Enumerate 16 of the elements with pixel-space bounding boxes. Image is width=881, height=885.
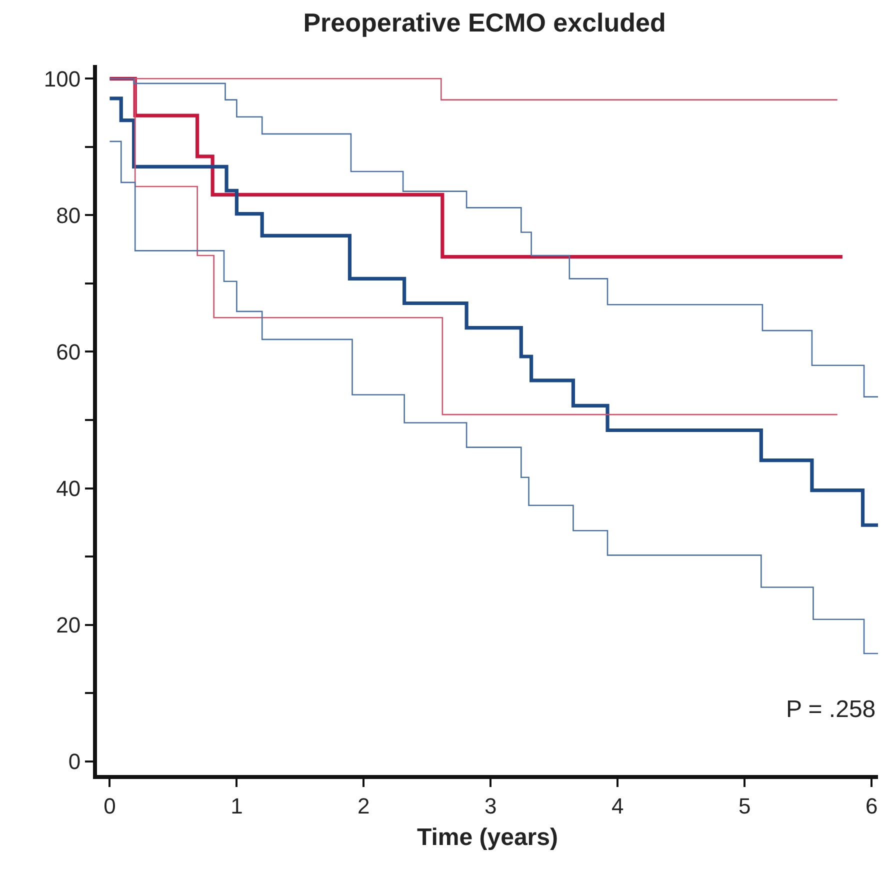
- y-tick-label: 80: [56, 202, 81, 228]
- annotation: P = .258: [786, 696, 876, 723]
- x-tick-label: 0: [104, 793, 116, 818]
- y-tick-label: 100: [44, 66, 81, 92]
- x-tick-label: 4: [612, 793, 624, 818]
- y-tick-label: 0: [68, 749, 81, 774]
- x-tick-label: 2: [358, 793, 370, 818]
- x-tick-label: 6: [866, 793, 878, 818]
- chart-title: Preoperative ECMO excluded: [303, 7, 666, 38]
- y-tick-label: 40: [56, 476, 81, 501]
- x-tick-label: 3: [484, 793, 497, 818]
- x-axis-title: Time (years): [417, 824, 558, 852]
- x-tick-label: 1: [230, 793, 243, 818]
- y-tick-label: 20: [56, 612, 81, 638]
- y-tick-label: 60: [56, 339, 81, 364]
- x-tick-label: 5: [738, 793, 751, 818]
